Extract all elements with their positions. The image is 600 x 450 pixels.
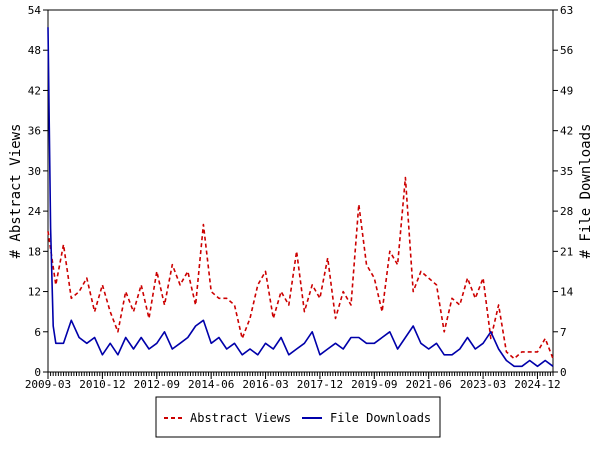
series-line-file-downloads <box>47 27 554 368</box>
x-tick-label: 2010-12 <box>79 378 125 391</box>
legend: Abstract Views File Downloads <box>155 396 441 438</box>
x-tick-label: 2023-03 <box>460 378 506 391</box>
x-minor-ticks <box>47 372 554 376</box>
right-axis: 0 7 14 21 28 35 42 49 56 63 <box>553 4 574 379</box>
right-tick-label: 7 <box>560 326 567 339</box>
left-tick-label: 54 <box>28 4 42 17</box>
x-tick-label: 2009-03 <box>25 378 71 391</box>
right-tick-label: 21 <box>560 245 573 258</box>
series-layer <box>47 27 554 368</box>
left-tick-label: 12 <box>28 286 41 299</box>
left-tick-label: 30 <box>28 165 41 178</box>
left-tick-label: 48 <box>28 44 41 57</box>
right-tick-label: 49 <box>560 84 573 97</box>
right-axis-title: # File Downloads <box>578 124 594 259</box>
x-tick-label: 2014-06 <box>188 378 234 391</box>
legend-label-abstract-views: Abstract Views <box>190 411 291 425</box>
x-tick-label: 2019-09 <box>351 378 397 391</box>
right-tick-label: 14 <box>560 286 574 299</box>
x-tick-label: 2016-03 <box>242 378 288 391</box>
left-axis: 0 6 12 18 24 30 36 42 48 54 <box>28 4 48 379</box>
left-axis-title: # Abstract Views <box>8 124 24 259</box>
left-tick-label: 18 <box>28 245 41 258</box>
right-tick-label: 0 <box>560 366 567 379</box>
x-tick-label: 2024-12 <box>514 378 560 391</box>
legend-box <box>155 396 441 438</box>
right-tick-label: 56 <box>560 44 573 57</box>
right-tick-label: 42 <box>560 125 573 138</box>
left-tick-label: 42 <box>28 84 41 97</box>
left-tick-label: 24 <box>28 205 42 218</box>
x-tick-label: 2012-09 <box>134 378 180 391</box>
series-line-abstract-views <box>47 176 554 360</box>
legend-label-file-downloads: File Downloads <box>330 411 431 425</box>
left-tick-label: 6 <box>34 326 41 339</box>
left-tick-label: 0 <box>34 366 41 379</box>
right-tick-label: 63 <box>560 4 573 17</box>
x-tick-label: 2017-12 <box>297 378 343 391</box>
left-tick-label: 36 <box>28 125 41 138</box>
x-axis: 2009-03 2010-12 2012-09 2014-06 2016-03 2017-… <box>25 372 561 391</box>
plot-area <box>47 9 554 373</box>
x-tick-label: 2021-06 <box>406 378 452 391</box>
right-tick-label: 35 <box>560 165 573 178</box>
right-tick-label: 28 <box>560 205 573 218</box>
